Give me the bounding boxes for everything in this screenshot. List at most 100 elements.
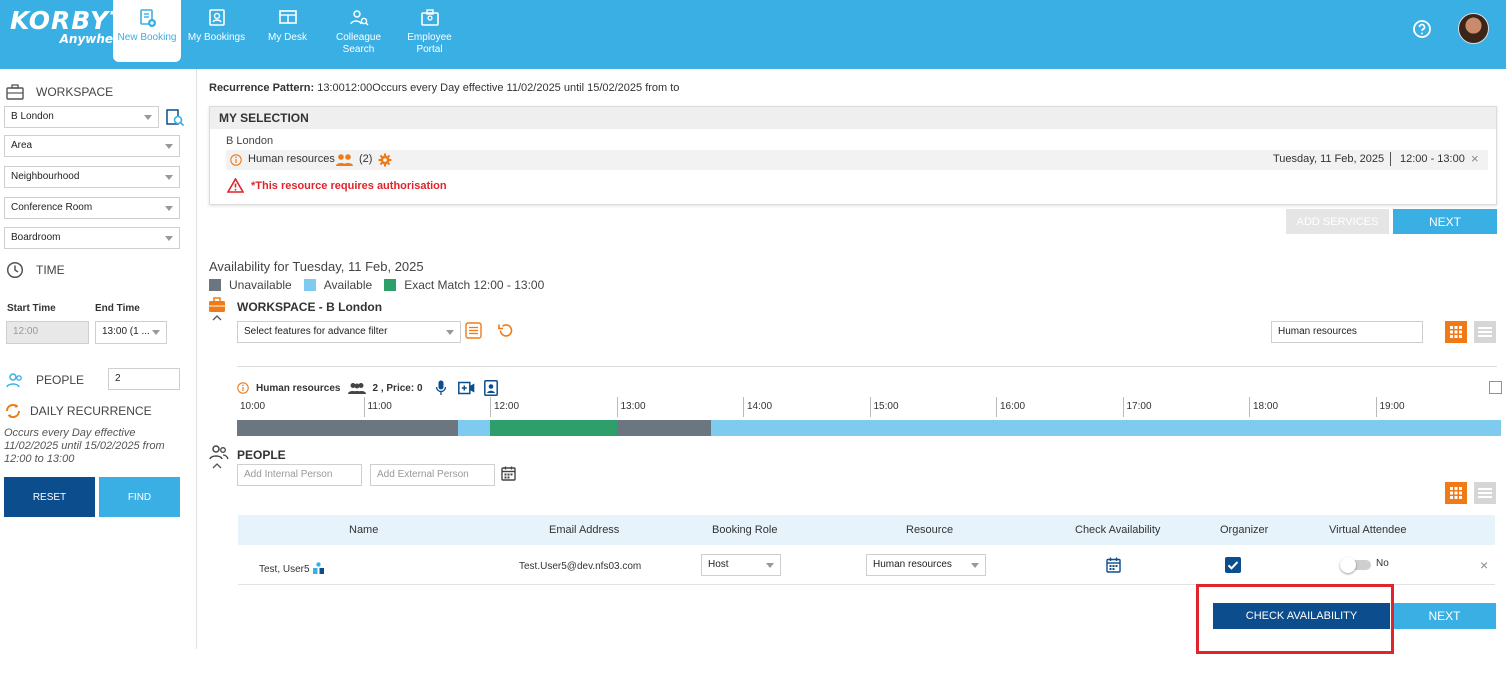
list-view-button[interactable]: [1474, 321, 1496, 343]
recurrence-section-title: DAILY RECURRENCE: [4, 402, 152, 420]
column-header-virtual-attendee: Virtual Attendee: [1329, 524, 1407, 536]
nav-label: New Booking: [117, 32, 177, 43]
start-time-label: Start Time: [7, 303, 56, 314]
timeline-tick: 18:00: [1249, 397, 1278, 417]
location-select[interactable]: B London: [4, 106, 159, 128]
external-person-input[interactable]: Add External Person: [370, 464, 495, 486]
date-time-divider: [1390, 152, 1391, 166]
help-icon[interactable]: [1412, 19, 1432, 39]
grid-view-button[interactable]: [1445, 321, 1467, 343]
availability-segment-unavailable[interactable]: [616, 420, 712, 436]
people-icon: [6, 373, 22, 388]
remove-attendee-icon[interactable]: ×: [1480, 557, 1489, 573]
timeline-tick: 14:00: [743, 397, 772, 417]
authorisation-warning-text: *This resource requires authorisation: [251, 179, 447, 192]
people-title: PEOPLE: [36, 373, 85, 387]
internal-person-input[interactable]: Add Internal Person: [237, 464, 362, 486]
collapse-chevron-icon[interactable]: [212, 314, 222, 321]
check-availability-button[interactable]: CHECK AVAILABILITY: [1213, 603, 1390, 629]
timeline-tick: 17:00: [1122, 397, 1152, 417]
column-header-check-availability: Check Availability: [1075, 524, 1161, 536]
organizer-checkbox[interactable]: [1225, 557, 1241, 573]
group-icon: [336, 154, 353, 166]
availability-title: Availability for Tuesday, 11 Feb, 2025: [209, 259, 424, 274]
list-icon: [1478, 327, 1492, 337]
reset-filter-icon[interactable]: [497, 322, 514, 339]
room-type-select[interactable]: Conference Room: [4, 197, 180, 219]
list-icon: [1478, 488, 1492, 498]
legend-label: Unavailable: [229, 278, 292, 292]
clock-icon: [6, 261, 24, 279]
nav-label: My Bookings: [187, 32, 246, 43]
nav-my-bookings[interactable]: My Bookings: [181, 0, 252, 62]
reset-button[interactable]: RESET: [4, 477, 95, 517]
legend-exact-match: Exact Match 12:00 - 13:00: [384, 278, 544, 292]
logo-wordmark: KORBYT: [10, 6, 128, 35]
briefcase-icon: [209, 297, 225, 312]
top-navigation-bar: KORBYT Anywhere New Booking My Bookings …: [0, 0, 1506, 69]
people-grid-view-button[interactable]: [1445, 482, 1467, 504]
attendee-name: Test, User5: [259, 564, 310, 575]
collapse-chevron-icon[interactable]: [212, 462, 222, 469]
search-sidebar: WORKSPACE B London Area Neighbourhood Co…: [0, 69, 197, 649]
briefcase-icon: [6, 84, 24, 100]
next-button-bottom[interactable]: NEXT: [1393, 603, 1496, 629]
nav-employee-portal[interactable]: Employee Portal: [394, 0, 465, 62]
attendee-email: Test.User5@dev.nfs03.com: [519, 561, 642, 572]
timeline-tick: 16:00: [996, 397, 1025, 417]
area-select[interactable]: Area: [4, 135, 180, 157]
time-title: TIME: [36, 263, 65, 277]
recurrence-pattern: Recurrence Pattern: 13:0012:00Occurs eve…: [209, 82, 679, 94]
booking-role-select[interactable]: Host: [701, 554, 781, 576]
people-list-view-button[interactable]: [1474, 482, 1496, 504]
calendar-icon[interactable]: [501, 466, 516, 481]
resource-search-input[interactable]: Human resources: [1271, 321, 1423, 343]
korbyt-logo[interactable]: KORBYT Anywhere: [10, 6, 128, 47]
add-services-button[interactable]: ADD SERVICES: [1286, 209, 1389, 234]
video-conference-icon: [457, 381, 474, 395]
check-availability-calendar-icon[interactable]: [1106, 557, 1121, 573]
column-header-resource: Resource: [906, 524, 954, 536]
nav-colleague-search[interactable]: Colleague Search: [323, 0, 394, 62]
column-header-organizer: Organizer: [1220, 524, 1269, 536]
person-org-icon: [313, 562, 324, 574]
people-count-input[interactable]: 2: [108, 368, 180, 390]
workspace-title: WORKSPACE: [36, 85, 114, 99]
availability-segment-exact[interactable]: [490, 420, 617, 436]
nav-new-booking[interactable]: New Booking: [113, 0, 181, 62]
attendees-table: Name Email Address Booking Role Resource…: [238, 515, 1495, 585]
recurrence-pattern-value: 13:0012:00Occurs every Day effective 11/…: [317, 82, 680, 94]
selection-capacity: (2): [359, 153, 373, 165]
people-section-title: PEOPLE: [6, 371, 84, 389]
recurrence-title: DAILY RECURRENCE: [30, 404, 152, 418]
next-button-top[interactable]: NEXT: [1393, 209, 1497, 234]
availability-segment-unavailable[interactable]: [237, 420, 459, 436]
resource-select-checkbox[interactable]: [1489, 381, 1502, 394]
attendee-resource-select[interactable]: Human resources: [866, 554, 986, 576]
user-avatar[interactable]: [1458, 13, 1489, 44]
gear-icon[interactable]: [378, 153, 392, 167]
end-time-select[interactable]: 13:00 (1 ...: [95, 321, 167, 344]
table-header: Name Email Address Booking Role Resource…: [238, 515, 1495, 545]
map-search-icon[interactable]: [165, 108, 185, 128]
nav-my-desk[interactable]: My Desk: [252, 0, 323, 62]
start-time-input: 12:00: [6, 321, 89, 344]
selection-time: 12:00 - 13:00: [1400, 153, 1465, 165]
timeline-tick: 13:00: [616, 397, 646, 417]
neighbourhood-select[interactable]: Neighbourhood: [4, 166, 180, 188]
virtual-attendee-toggle[interactable]: [1340, 557, 1371, 573]
legend-label: Available: [323, 278, 373, 292]
column-header-email: Email Address: [549, 524, 620, 536]
column-header-booking-role: Booking Role: [712, 524, 778, 536]
my-selection-panel: MY SELECTION B London Human resources (2…: [209, 106, 1497, 205]
availability-segment-available[interactable]: [711, 420, 1501, 436]
filter-settings-icon[interactable]: [465, 322, 482, 339]
logo-subtitle: Anywhere: [59, 32, 128, 46]
find-button[interactable]: FIND: [99, 477, 180, 517]
room-select[interactable]: Boardroom: [4, 227, 180, 249]
remove-selection-icon[interactable]: ×: [1471, 151, 1479, 166]
recurrence-summary: Occurs every Day effective 11/02/2025 un…: [4, 427, 165, 465]
recurrence-icon: [5, 403, 21, 419]
feature-filter-select[interactable]: Select features for advance filter: [237, 321, 461, 343]
availability-segment-available[interactable]: [458, 420, 490, 436]
